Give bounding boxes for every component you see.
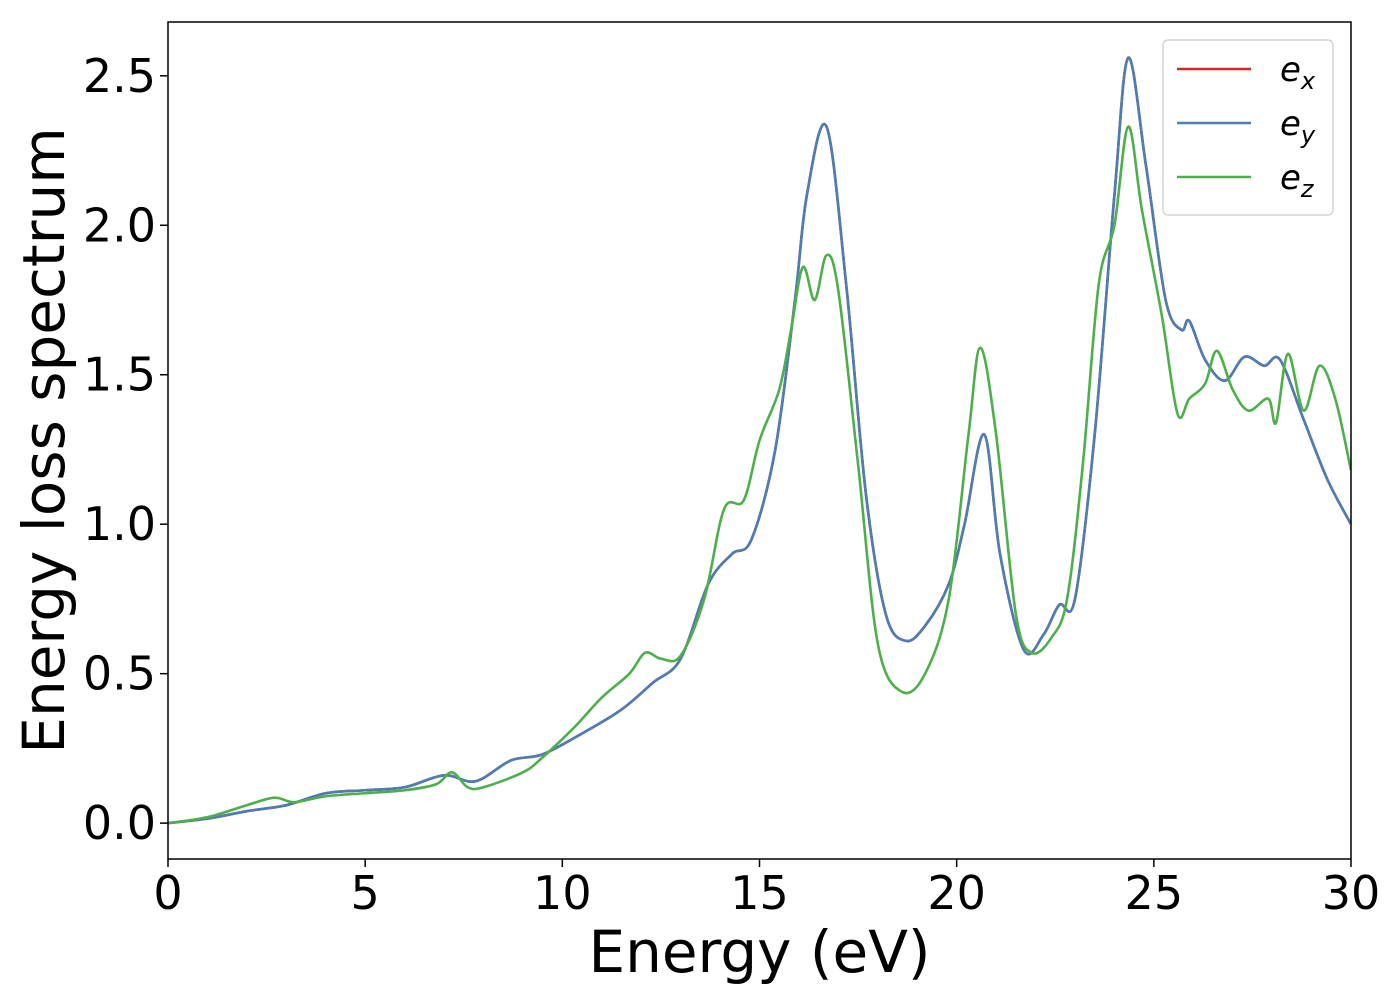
legend-frame <box>1162 39 1334 216</box>
y-axis-ticks: 0.0 0.5 1.0 1.5 2.0 2.5 <box>83 49 168 850</box>
x-axis-label: Energy (eV) <box>588 918 930 986</box>
series-line-z <box>168 125 1351 825</box>
x-tick-label: 30 <box>1322 866 1381 920</box>
x-tick-label: 15 <box>730 866 789 920</box>
x-tick-label: 20 <box>927 866 986 920</box>
series-layer <box>168 56 1351 825</box>
y-axis-label: Energy loss spectrum <box>10 127 78 753</box>
y-tick-label: 0.5 <box>83 647 156 701</box>
y-tick-label: 0.0 <box>83 796 156 850</box>
y-tick-label: 1.0 <box>83 497 156 551</box>
y-tick-label: 2.5 <box>83 49 156 103</box>
y-tick-label: 2.0 <box>83 198 156 252</box>
x-tick-label: 10 <box>533 866 592 920</box>
x-tick-label: 5 <box>351 866 380 920</box>
x-tick-label: 25 <box>1125 866 1184 920</box>
x-tick-label: 0 <box>153 866 182 920</box>
x-axis-ticks: 0 5 10 15 20 25 30 <box>153 859 1380 920</box>
series-line-y <box>168 56 1351 825</box>
y-tick-label: 1.5 <box>83 348 156 402</box>
